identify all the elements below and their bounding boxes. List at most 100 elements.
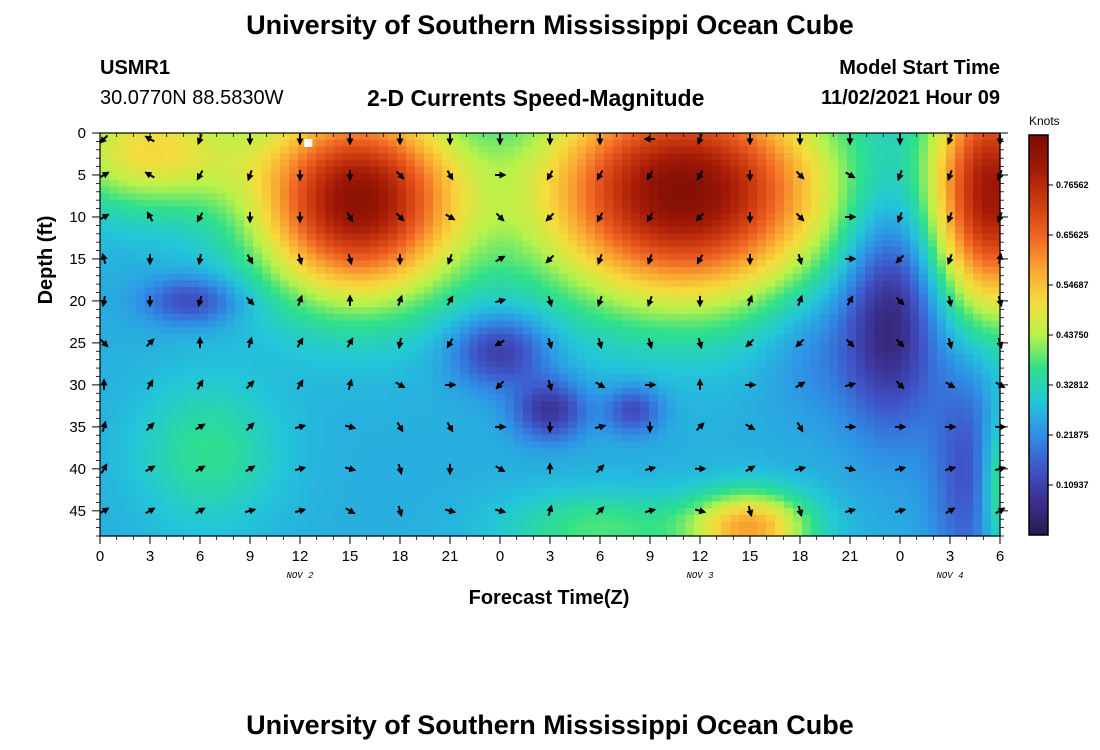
heat-cell bbox=[289, 186, 299, 194]
heat-cell bbox=[172, 334, 182, 342]
heat-cell bbox=[451, 521, 461, 529]
heat-cell bbox=[703, 133, 713, 141]
heat-cell bbox=[289, 488, 299, 496]
heat-cell bbox=[532, 267, 542, 275]
heat-cell bbox=[244, 481, 254, 489]
heat-cell bbox=[271, 501, 281, 509]
heat-cell bbox=[289, 327, 299, 335]
heat-cell bbox=[289, 273, 299, 281]
heat-cell bbox=[577, 501, 587, 509]
heat-cell bbox=[163, 514, 173, 523]
heat-cell bbox=[523, 320, 533, 328]
heat-cell bbox=[667, 521, 677, 529]
heat-cell bbox=[217, 287, 227, 295]
heat-cell bbox=[361, 340, 371, 348]
heat-cell bbox=[235, 528, 245, 536]
heat-cell bbox=[307, 434, 317, 442]
heat-cell bbox=[217, 441, 227, 449]
heat-cell bbox=[622, 233, 632, 241]
heat-cell bbox=[550, 434, 560, 442]
heat-cell bbox=[208, 226, 218, 235]
heat-cell bbox=[559, 179, 569, 188]
heat-cell bbox=[775, 407, 785, 415]
heat-cell bbox=[766, 387, 776, 395]
heat-cell bbox=[622, 153, 632, 161]
heat-cell bbox=[298, 240, 308, 248]
heat-cell bbox=[154, 300, 164, 308]
heat-cell bbox=[379, 133, 389, 141]
heat-cell bbox=[280, 347, 290, 355]
heat-cell bbox=[118, 273, 128, 281]
heat-cell bbox=[208, 139, 218, 147]
heat-cell bbox=[514, 146, 524, 154]
heat-cell bbox=[289, 394, 299, 402]
heat-cell bbox=[793, 401, 803, 409]
heat-cell bbox=[793, 200, 803, 208]
heat-cell bbox=[550, 233, 560, 241]
heat-cell bbox=[514, 427, 524, 436]
heat-cell bbox=[325, 159, 335, 168]
heat-cell bbox=[226, 220, 236, 228]
heat-cell bbox=[577, 307, 587, 315]
heat-cell bbox=[586, 220, 596, 228]
heat-cell bbox=[649, 233, 659, 241]
heat-cell bbox=[235, 153, 245, 161]
heat-cell bbox=[640, 521, 650, 529]
heat-cell bbox=[505, 421, 515, 429]
heat-cell bbox=[739, 173, 749, 181]
heat-cell bbox=[649, 468, 659, 476]
heat-cell bbox=[379, 401, 389, 409]
heat-cell bbox=[478, 380, 488, 389]
heat-cell bbox=[415, 220, 425, 228]
heat-cell bbox=[415, 273, 425, 281]
heat-cell bbox=[532, 387, 542, 395]
heat-cell bbox=[739, 240, 749, 248]
heat-cell bbox=[262, 273, 272, 281]
heat-cell bbox=[685, 514, 695, 523]
heat-cell bbox=[226, 407, 236, 415]
heat-cell bbox=[190, 427, 200, 436]
heat-cell bbox=[154, 514, 164, 523]
heat-cell bbox=[352, 474, 362, 482]
heat-cell bbox=[280, 146, 290, 154]
heat-cell bbox=[712, 200, 722, 208]
heat-cell bbox=[649, 327, 659, 335]
heat-cell bbox=[271, 307, 281, 315]
heat-cell bbox=[127, 441, 137, 449]
heat-cell bbox=[271, 139, 281, 147]
heat-cell bbox=[181, 394, 191, 402]
heat-cell bbox=[586, 354, 596, 362]
heat-cell bbox=[289, 200, 299, 208]
heat-cell bbox=[334, 233, 344, 241]
heat-cell bbox=[163, 521, 173, 529]
heat-cell bbox=[199, 380, 209, 389]
heat-cell bbox=[775, 307, 785, 315]
heat-cell bbox=[208, 434, 218, 442]
heat-cell bbox=[775, 501, 785, 509]
heat-cell bbox=[739, 494, 749, 503]
heat-cell bbox=[829, 307, 839, 315]
heat-cell bbox=[127, 139, 137, 147]
heat-cell bbox=[640, 347, 650, 355]
heat-cell bbox=[712, 166, 722, 174]
heat-cell bbox=[334, 474, 344, 482]
heat-cell bbox=[289, 267, 299, 275]
heat-cell bbox=[316, 481, 326, 489]
heat-cell bbox=[127, 133, 137, 141]
heat-cell bbox=[721, 153, 731, 161]
heat-cell bbox=[712, 354, 722, 362]
heat-cell bbox=[100, 139, 110, 147]
heat-cell bbox=[109, 481, 119, 489]
heat-cell bbox=[352, 287, 362, 295]
heat-cell bbox=[730, 474, 740, 482]
heat-cell bbox=[226, 206, 236, 214]
heat-cell bbox=[577, 293, 587, 302]
heat-cell bbox=[235, 233, 245, 241]
heat-cell bbox=[334, 514, 344, 523]
heat-cell bbox=[289, 380, 299, 389]
heat-cell bbox=[649, 280, 659, 288]
heat-cell bbox=[451, 193, 461, 201]
heat-cell bbox=[577, 347, 587, 355]
heat-cell bbox=[496, 374, 506, 382]
heat-cell bbox=[730, 280, 740, 288]
